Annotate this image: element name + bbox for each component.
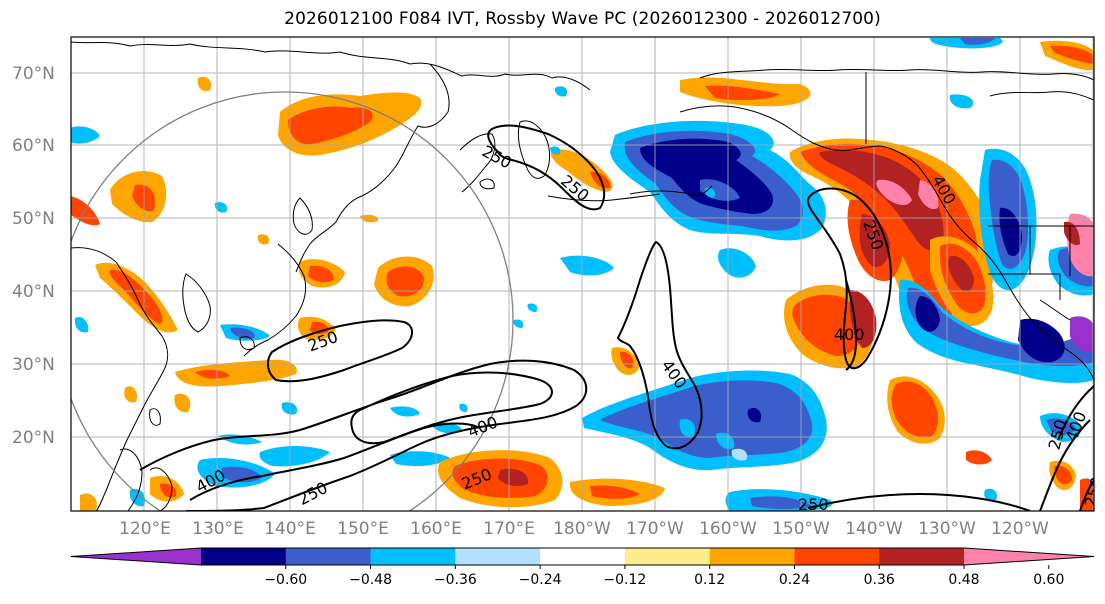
lat-label: 50°N (12, 209, 55, 229)
colorbar-tick-label: −0.36 (434, 572, 477, 588)
colorbar-extend-max (964, 548, 1094, 565)
lon-label: 180°W (553, 519, 611, 539)
colorbar-tick-label: −0.24 (519, 572, 562, 588)
lon-label: 160°W (699, 519, 757, 539)
lon-label: 120°W (991, 519, 1049, 539)
colorbar-segment (624, 548, 711, 565)
map-gridlines (71, 37, 1094, 511)
lat-label: 60°N (12, 136, 55, 156)
rossby-wave-contours (139, 124, 1094, 511)
lon-label: 120°E (119, 519, 171, 539)
colorbar-extend-min (71, 548, 201, 565)
lon-label: 130°E (192, 519, 244, 539)
lon-label: 140°E (264, 519, 316, 539)
colorbar-segment (540, 548, 626, 565)
map-plot-area: 250 250 250 250 250 250 400 400 400 400 … (71, 37, 1094, 514)
lon-label: 170°W (626, 519, 684, 539)
longitude-labels: 120°E 130°E 140°E 150°E 160°E 170°E 180°… (119, 519, 1049, 539)
colorbar-tick-label: 0.60 (1033, 572, 1064, 588)
colorbar-tick-label: −0.60 (264, 572, 307, 588)
lat-label: 30°N (12, 355, 55, 375)
colorbar-segment (794, 548, 880, 565)
colorbar-outline (70, 547, 1095, 566)
reference-circle (71, 91, 514, 511)
lon-label: 170°E (483, 519, 535, 539)
lon-label: 160°E (410, 519, 462, 539)
contour-label: 250 (798, 495, 829, 514)
colorbar-tick-label: 0.48 (948, 572, 979, 588)
coastlines (71, 41, 1094, 511)
colorbar-segment (201, 548, 287, 565)
colorbar-tick-label: 0.36 (864, 572, 895, 588)
lon-label: 150°E (337, 519, 389, 539)
map-title: 2026012100 F084 IVT, Rossby Wave PC (202… (284, 9, 881, 29)
lat-label: 40°N (12, 282, 55, 302)
lon-label: 150°W (772, 519, 830, 539)
colorbar-segment (709, 548, 795, 565)
colorbar-segment (879, 548, 965, 565)
latitude-labels: 70°N 60°N 50°N 40°N 30°N 20°N (12, 64, 55, 448)
lat-label: 20°N (12, 428, 55, 448)
colorbar-tick-label: 0.24 (779, 572, 810, 588)
colorbar-tick-label: 0.12 (694, 572, 725, 588)
lon-label: 130°W (918, 519, 976, 539)
colorbar-segment (285, 548, 372, 565)
lon-label: 140°W (845, 519, 903, 539)
colorbar: −0.60 −0.48 −0.36 −0.24 −0.12 0.12 0.24 0.36 0.4… (70, 547, 1095, 588)
colorbar-tick-label: −0.12 (603, 572, 646, 588)
contour-label: 400 (834, 325, 865, 344)
colorbar-segment (455, 548, 541, 565)
colorbar-tick-label: −0.48 (349, 572, 392, 588)
map-frame (70, 36, 1095, 512)
lat-label: 70°N (12, 64, 55, 84)
colorbar-segment (370, 548, 456, 565)
